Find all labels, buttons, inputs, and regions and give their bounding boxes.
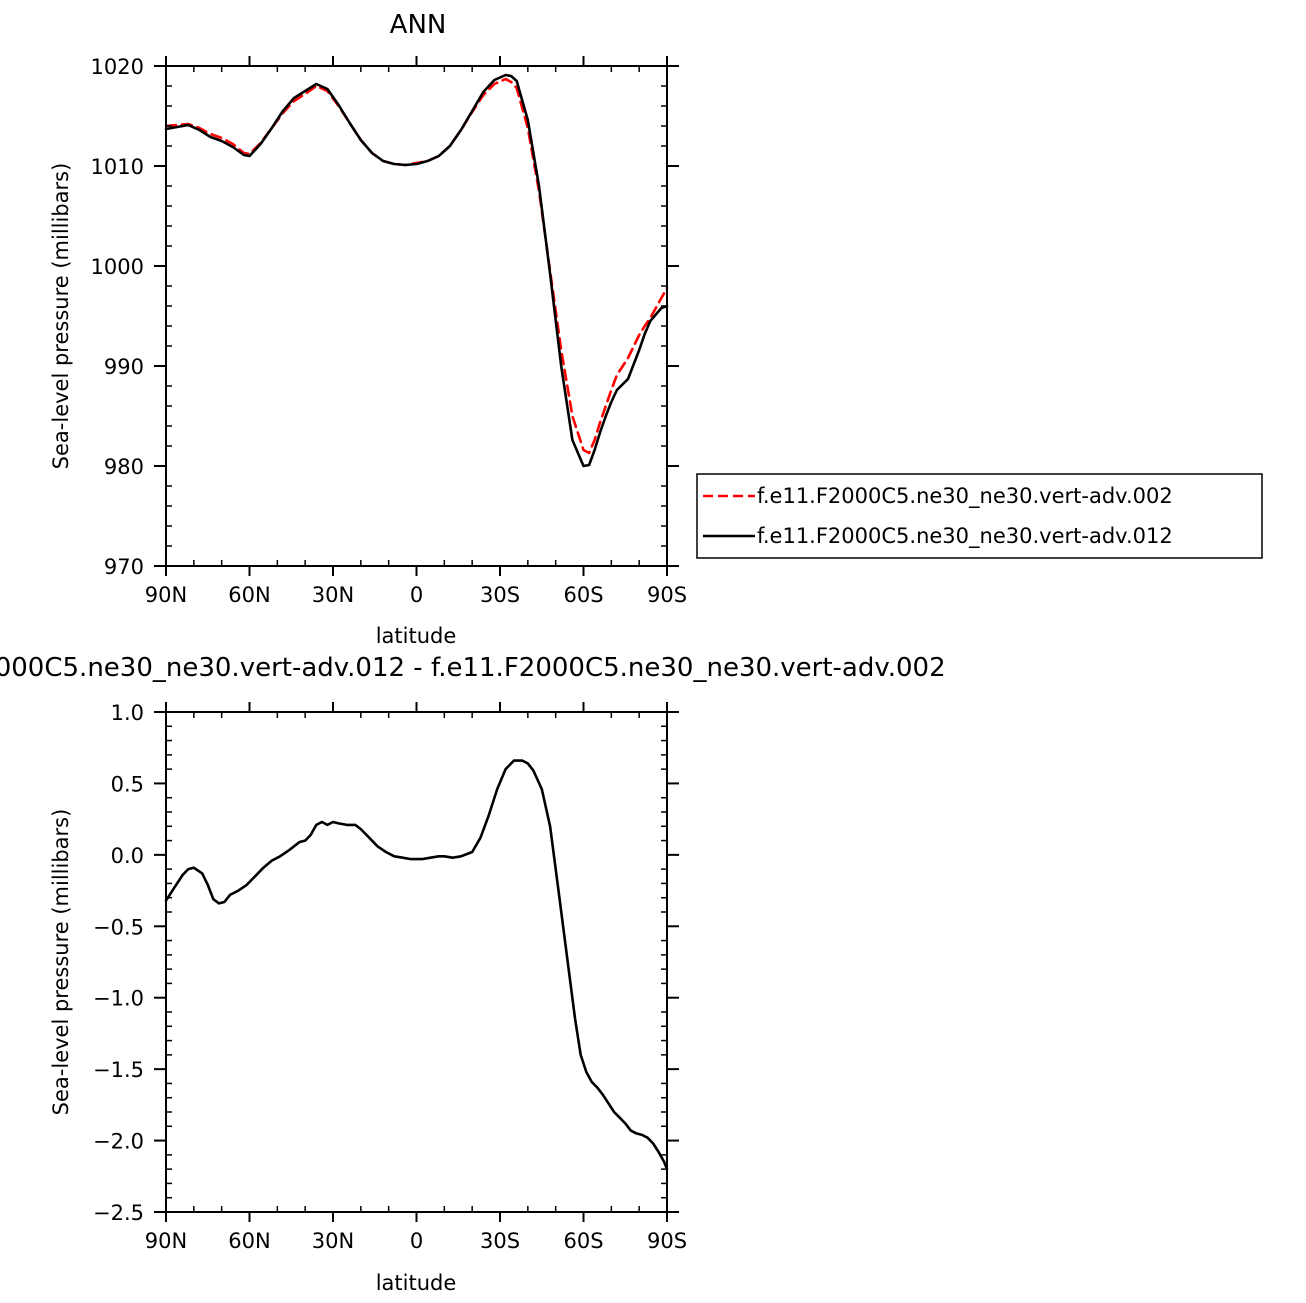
y-tick-label: 1.0 (111, 701, 144, 725)
x-tick-label: 90S (647, 583, 687, 607)
top-y-axis-label: Sea-level pressure (millibars) (49, 163, 73, 470)
x-tick-label: 60S (563, 1229, 603, 1253)
x-tick-label: 30S (480, 583, 520, 607)
y-tick-label: 0.5 (111, 772, 144, 796)
x-tick-label: 90N (145, 1229, 187, 1253)
y-tick-label: 970 (104, 555, 144, 579)
x-tick-label: 90S (647, 1229, 687, 1253)
y-tick-label: 990 (104, 355, 144, 379)
x-tick-label: 30S (480, 1229, 520, 1253)
x-tick-label: 90N (145, 583, 187, 607)
y-tick-label: −2.0 (93, 1130, 144, 1154)
x-tick-label: 60N (228, 583, 270, 607)
series-line-0-1 (164, 73, 669, 468)
y-tick-label: −2.5 (93, 1201, 144, 1225)
series-line-1-0 (164, 759, 669, 1171)
top-chart-title: ANN (390, 10, 447, 40)
x-tick-label: 60S (563, 583, 603, 607)
legend-frame (696, 473, 1263, 559)
y-tick-label: −1.5 (93, 1058, 144, 1082)
y-tick-label: 1020 (91, 55, 144, 79)
bottom-y-axis-label: Sea-level pressure (millibars) (49, 809, 73, 1116)
legend-label-series-002: f.e11.F2000C5.ne30_ne30.vert-adv.002 (757, 484, 1173, 509)
series-line-0-0 (164, 77, 669, 455)
top-chart: ANN 90N 60N 30N 0 30S 60S 90S 970 980 990 1000 1010… (49, 10, 687, 648)
y-tick-label: 1000 (91, 255, 144, 279)
top-plot-frame (165, 65, 668, 567)
y-tick-label: −0.5 (93, 915, 144, 939)
x-tick-label: 60N (228, 1229, 270, 1253)
x-tick-label: 30N (312, 1229, 354, 1253)
legend: f.e11.F2000C5.ne30_ne30.vert-adv.002 f.e… (696, 473, 1263, 559)
bottom-plot-frame (165, 711, 668, 1213)
y-tick-label: −1.0 (93, 987, 144, 1011)
y-tick-label: 980 (104, 455, 144, 479)
x-tick-label: 0 (410, 1229, 423, 1253)
legend-label-series-012: f.e11.F2000C5.ne30_ne30.vert-adv.012 (757, 524, 1173, 549)
x-tick-label: 30N (312, 583, 354, 607)
bottom-x-axis-label: latitude (376, 1271, 457, 1295)
top-x-axis-label: latitude (376, 624, 457, 648)
y-tick-label: 1010 (91, 155, 144, 179)
bottom-chart-title: f.e11.F2000C5.ne30_ne30.vert-adv.012 - f… (0, 653, 946, 683)
x-tick-label: 0 (410, 583, 423, 607)
bottom-chart: f.e11.F2000C5.ne30_ne30.vert-adv.012 - f… (0, 653, 946, 1295)
y-tick-label: 0.0 (111, 844, 144, 868)
